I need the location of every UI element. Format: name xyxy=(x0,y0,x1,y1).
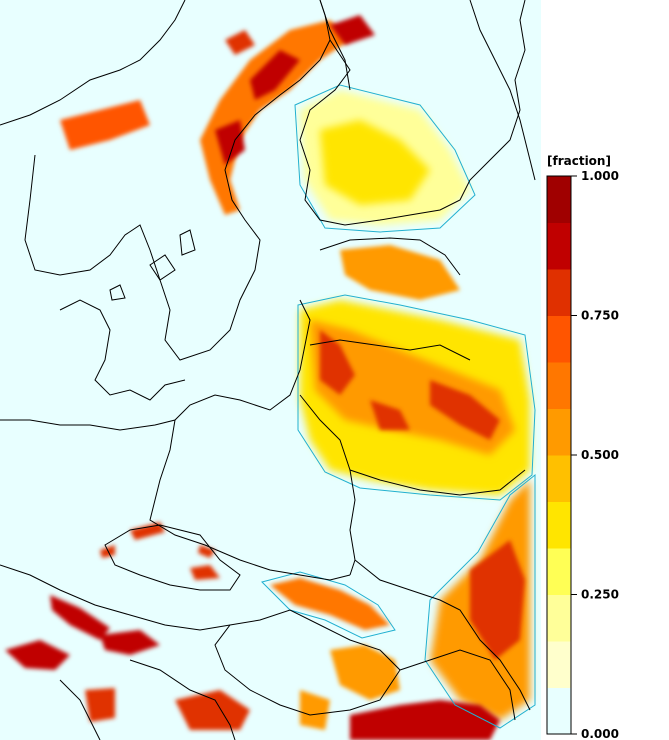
legend-color-bands xyxy=(547,176,571,735)
legend-band xyxy=(547,548,571,595)
legend-band xyxy=(547,222,571,270)
fraction-map xyxy=(0,0,541,740)
legend-band xyxy=(547,176,571,223)
legend-band xyxy=(547,315,571,363)
coast-islands xyxy=(109,229,196,301)
contour-ukraine xyxy=(424,473,536,729)
legend-tick-label: 0.250 xyxy=(581,588,619,602)
legend-tick-label: 0.750 xyxy=(581,309,619,323)
heat-region-baltic-hot xyxy=(320,330,500,440)
contour-baltic xyxy=(297,294,536,501)
legend-band xyxy=(547,455,571,502)
coast-finland xyxy=(299,0,526,226)
legend-ticks: 1.000 0.750 0.500 0.250 0.000 xyxy=(571,169,619,740)
legend-tick-label: 0.000 xyxy=(581,727,619,740)
legend-band xyxy=(547,362,571,409)
heat-region-romania xyxy=(350,700,500,740)
heat-region-sweden-hot xyxy=(215,15,375,165)
heat-region-balkans xyxy=(85,688,250,730)
border-finland-russia xyxy=(469,0,536,181)
coast-estonia xyxy=(319,237,461,276)
border-czech xyxy=(104,524,241,591)
heat-region-norway xyxy=(60,100,150,150)
legend-band xyxy=(547,269,571,316)
border-balkans xyxy=(59,659,236,740)
border-romania xyxy=(399,649,516,721)
border-lithuania-latvia xyxy=(309,339,471,361)
coast-denmark xyxy=(59,299,186,401)
border-poland xyxy=(149,419,351,581)
border-belarus xyxy=(349,469,526,496)
heat-region-carpathians xyxy=(270,578,390,630)
heat-region-alps xyxy=(5,595,160,670)
border-alps xyxy=(0,564,231,631)
border-ukraine-south xyxy=(354,559,531,711)
heat-region-estonia xyxy=(340,245,460,300)
heat-region-ukraine-hot xyxy=(470,540,525,660)
legend-tick-label: 0.500 xyxy=(581,448,619,462)
legend-band xyxy=(547,501,571,549)
heat-region-hungary xyxy=(300,645,400,730)
legend-band xyxy=(547,408,571,456)
coast-norway-sweden xyxy=(0,0,331,361)
border-poland-east xyxy=(299,394,356,576)
map-outlines xyxy=(0,0,536,740)
legend-tick-label: 1.000 xyxy=(581,169,619,183)
contour-lines xyxy=(261,84,536,729)
color-legend: [fraction] 1.000 0.750 0.500 0.250 0.000 xyxy=(546,154,619,740)
border-sweden-finland xyxy=(319,0,351,91)
legend-unit-label: [fraction] xyxy=(547,154,611,168)
coast-baltic-south xyxy=(0,299,311,431)
legend-band xyxy=(547,641,571,688)
contour-carpathians xyxy=(261,571,396,639)
border-hungary xyxy=(214,609,401,716)
contour-finland xyxy=(294,84,476,233)
legend-band xyxy=(547,687,571,735)
heat-region-finland-core xyxy=(320,120,430,205)
legend-band xyxy=(547,594,571,642)
